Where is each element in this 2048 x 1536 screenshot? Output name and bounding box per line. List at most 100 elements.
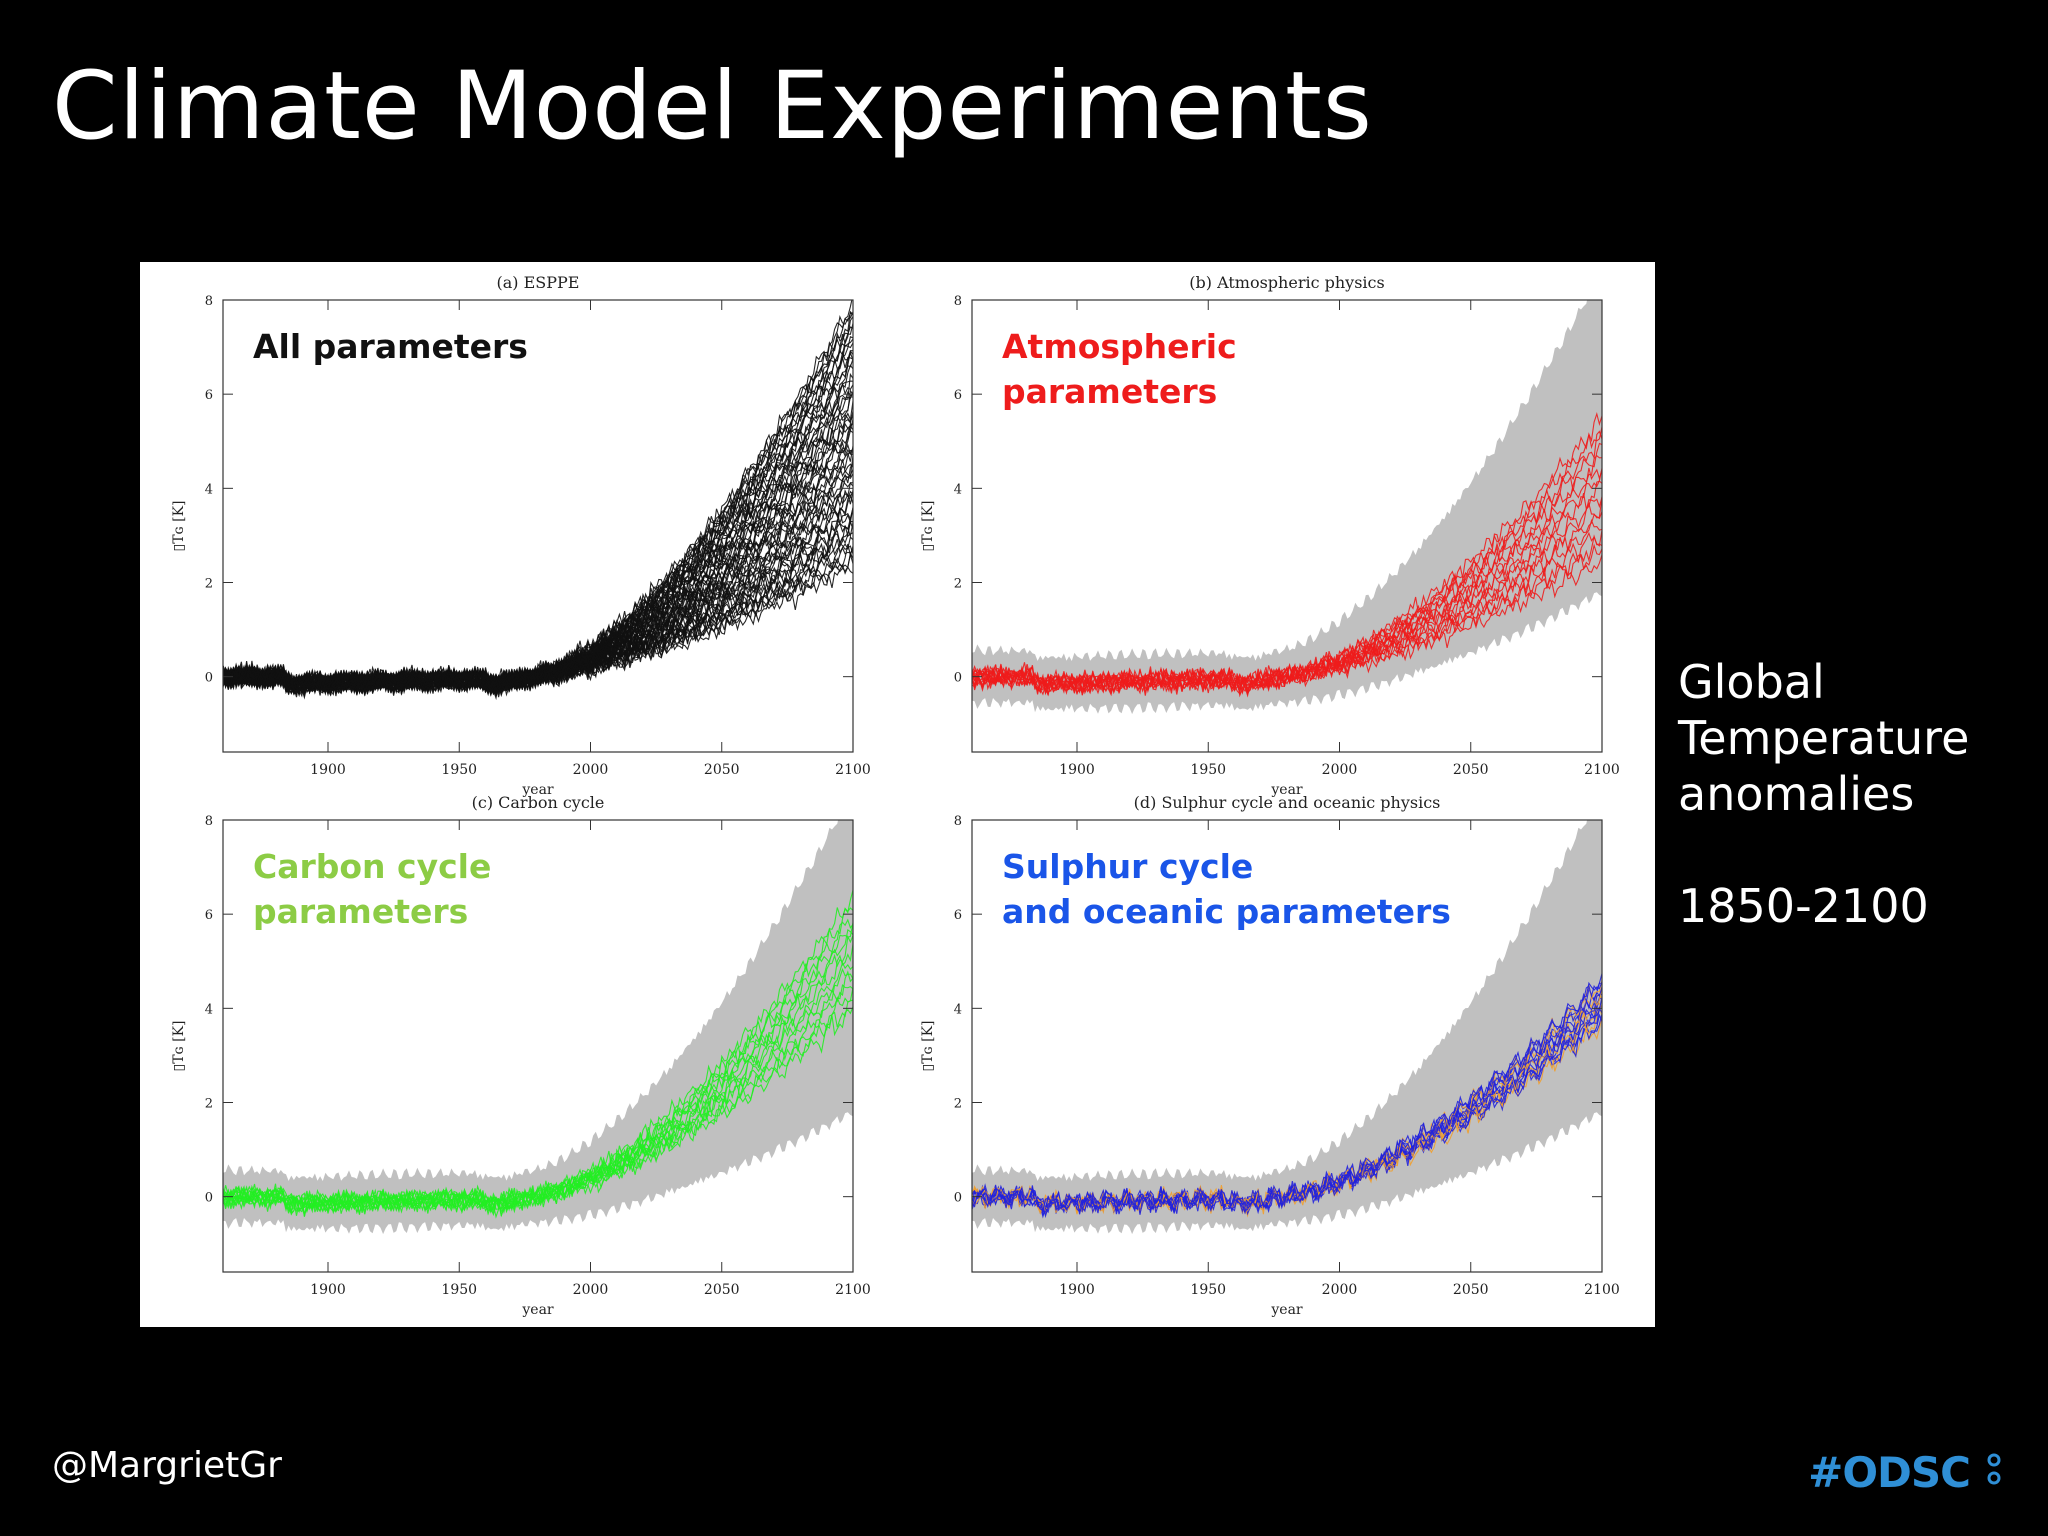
series-line [223,918,853,1218]
chart-panel-c: 1900 1950 2000 2050 2100 0 2 4 6 8 (c) Carbon cycl… [171,793,871,1318]
panel-title: (a) ESPPE [497,273,580,292]
series-line [223,311,853,696]
series-line [223,381,853,696]
slide-title: Climate Model Experiments [52,52,1373,161]
x-tick-label: 2050 [704,762,740,778]
y-tick-label: 0 [205,1191,213,1206]
overlay-label: Carbon cycle [253,847,491,886]
axes-frame [222,299,854,753]
x-tick-label: 1950 [1190,762,1226,778]
plot-area [223,300,853,701]
plot-area [972,300,1602,715]
x-tick-label: 2050 [1453,762,1489,778]
x-tick-label: 2100 [1584,1282,1620,1298]
x-tick-label: 2100 [1584,762,1620,778]
plot-area [972,820,1602,1235]
y-tick-label: 8 [205,814,213,829]
y-tick-label: 0 [205,671,213,686]
series-line [223,391,853,696]
caption-range: 1850-2100 [1678,879,1929,933]
overlay-label: parameters [253,892,468,931]
series-line [223,380,853,695]
x-axis-label: year [521,782,554,798]
series-line [972,430,1602,695]
y-tick-label: 6 [205,908,213,923]
panel-title: (b) Atmospheric physics [1189,273,1384,292]
y-tick-label: 4 [205,1002,213,1017]
y-tick-label: 4 [954,482,962,497]
y-tick-label: 6 [205,388,213,403]
series-line [223,311,853,696]
y-tick-label: 2 [954,577,962,592]
y-tick-label: 6 [954,388,962,403]
y-tick-label: 0 [954,1191,962,1206]
x-tick-label: 2050 [1453,1282,1489,1298]
caption-line: Temperature [1678,711,1970,765]
caption-line: Global [1678,655,1825,709]
x-tick-label: 1900 [1059,762,1095,778]
axes-frame [971,299,1603,753]
x-tick-label: 2050 [704,1282,740,1298]
x-axis-label: year [521,1302,554,1318]
series-line [223,928,853,1217]
series-line [223,889,853,1219]
y-axis-label: ▯Tɢ [K] [171,501,187,552]
y-tick-label: 8 [954,814,962,829]
series-line [223,391,853,697]
y-tick-label: 2 [954,1097,962,1112]
odsc-logo: #ODSC [1808,1448,1971,1497]
y-axis-label: ▯Tɢ [K] [920,1021,936,1072]
x-tick-label: 2100 [835,762,871,778]
panel-title: (d) Sulphur cycle and oceanic physics [1134,793,1441,812]
y-tick-label: 8 [205,294,213,309]
x-tick-label: 1950 [441,762,477,778]
side-caption: Global Temperature anomalies 1850-2100 [1678,654,1969,934]
x-tick-label: 2000 [1322,762,1358,778]
series-line [223,338,853,695]
envelope-band [223,820,853,1235]
x-tick-label: 1900 [1059,1282,1095,1298]
overlay-label: All parameters [253,327,528,366]
overlay-label: parameters [1002,372,1217,411]
y-tick-label: 4 [205,482,213,497]
series-line [223,310,853,698]
chart-panel-a: 1900 1950 2000 2050 2100 0 2 4 6 8 (a) ESPPE year ▯T… [171,273,871,798]
chart-panel-d: 1900 1950 2000 2050 2100 0 2 4 6 8 (d) Sulphur cyc… [920,793,1620,1318]
x-axis-label: year [1270,782,1303,798]
x-tick-label: 2100 [835,1282,871,1298]
y-axis-label: ▯Tɢ [K] [920,501,936,552]
axes-frame [222,819,854,1273]
odsc-logo-dots-icon [1987,1453,2001,1485]
series-line [972,426,1602,695]
series-line [972,973,1602,1219]
x-tick-label: 1950 [441,1282,477,1298]
x-axis-label: year [1270,1302,1303,1318]
chart-panel-b: 1900 1950 2000 2050 2100 0 2 4 6 8 (b) Atmospheric… [920,273,1620,798]
caption-line: anomalies [1678,767,1915,821]
series-line [223,429,853,696]
x-tick-label: 1900 [310,762,346,778]
twitter-handle: @MargrietGr [52,1445,282,1486]
overlay-label: Sulphur cycle [1002,847,1253,886]
series-line [223,970,853,1217]
y-axis-label: ▯Tɢ [K] [171,1021,187,1072]
series-line [972,468,1602,695]
overlay-label: Atmospheric [1002,327,1237,366]
y-tick-label: 2 [205,1097,213,1112]
panel-title: (c) Carbon cycle [472,793,605,812]
x-tick-label: 2000 [573,1282,609,1298]
overlay-label: and oceanic parameters [1002,892,1451,931]
series-line [972,411,1602,698]
plot-area [223,820,853,1235]
series-line [223,469,853,697]
x-tick-label: 1950 [1190,1282,1226,1298]
series-line [223,323,853,693]
x-tick-label: 1900 [310,1282,346,1298]
series-line [223,336,853,696]
y-tick-label: 8 [954,294,962,309]
series-line [223,326,853,694]
y-tick-label: 6 [954,908,962,923]
figure-svg: 1900 1950 2000 2050 2100 0 2 4 6 8 (a) ESPPE year ▯T… [171,273,1620,1318]
x-tick-label: 2000 [1322,1282,1358,1298]
axes-frame [971,819,1603,1273]
